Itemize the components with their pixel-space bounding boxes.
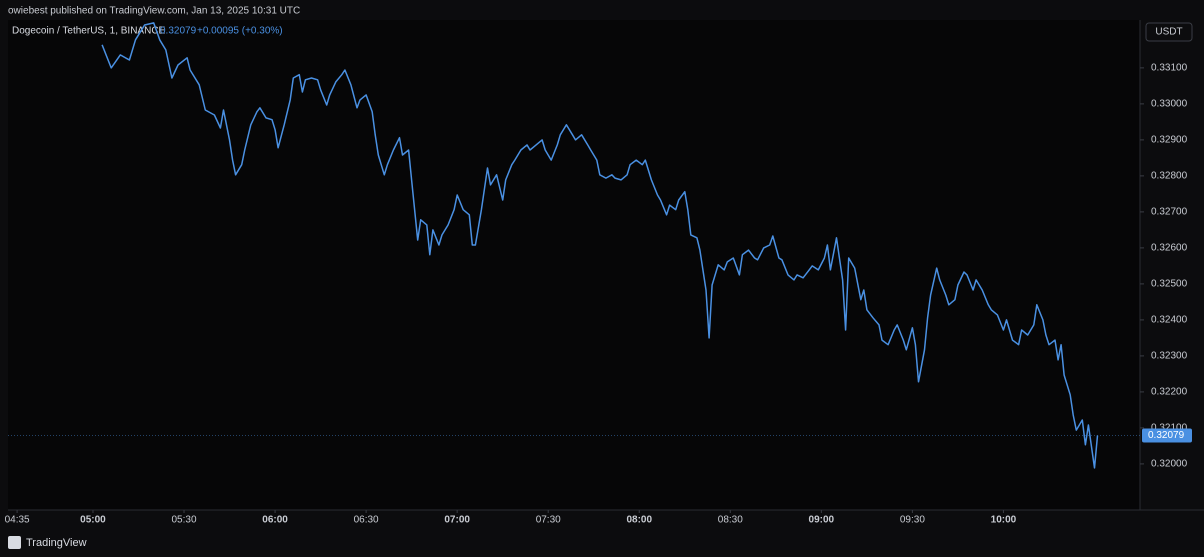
y-tick-label: 0.32900 bbox=[1151, 135, 1188, 146]
x-tick-label: 10:00 bbox=[991, 515, 1017, 526]
x-tick-label: 04:35 bbox=[5, 515, 30, 526]
symbol-title: Dogecoin / TetherUS, 1, BINANCE bbox=[12, 26, 166, 37]
last-price-tag bbox=[1142, 428, 1192, 443]
change-label: +0.00095 (+0.30%) bbox=[197, 26, 283, 37]
y-tick-label: 0.32300 bbox=[1151, 351, 1188, 362]
x-tick-label: 09:30 bbox=[900, 515, 925, 526]
x-tick-label: 08:00 bbox=[626, 515, 652, 526]
y-tick-label: 0.32000 bbox=[1151, 459, 1188, 470]
y-tick-label: 0.33100 bbox=[1151, 63, 1188, 74]
brand-logo bbox=[8, 536, 21, 549]
last-price-header: 0.32079 bbox=[160, 26, 197, 37]
y-tick-label: 0.32600 bbox=[1151, 243, 1188, 254]
x-tick-label: 09:00 bbox=[809, 515, 835, 526]
x-tick-label: 07:00 bbox=[444, 515, 470, 526]
x-tick-label: 05:00 bbox=[80, 515, 106, 526]
y-tick-label: 0.32400 bbox=[1151, 315, 1188, 326]
y-tick-label: 0.32200 bbox=[1151, 387, 1188, 398]
x-tick-label: 08:30 bbox=[718, 515, 743, 526]
plot-area bbox=[8, 20, 1140, 510]
currency-box[interactable] bbox=[1145, 22, 1193, 42]
brand-name: TradingView bbox=[26, 537, 87, 549]
currency-label[interactable]: USDT bbox=[1155, 27, 1182, 38]
y-tick-label: 0.33000 bbox=[1151, 99, 1188, 110]
publisher-line: owiebest published on TradingView.com, J… bbox=[8, 6, 300, 17]
price-line bbox=[101, 22, 1099, 469]
y-tick-label: 0.32500 bbox=[1151, 279, 1188, 290]
x-tick-label: 05:30 bbox=[172, 515, 197, 526]
x-tick-label: 07:30 bbox=[536, 515, 561, 526]
y-tick-label: 0.32800 bbox=[1151, 171, 1188, 182]
y-tick-label: 0.32100 bbox=[1151, 423, 1188, 434]
last-price-tag-label: 0.32079 bbox=[1148, 430, 1185, 441]
y-tick-label: 0.32700 bbox=[1151, 207, 1188, 218]
x-tick-label: 06:00 bbox=[262, 515, 288, 526]
x-tick-label: 06:30 bbox=[354, 515, 379, 526]
